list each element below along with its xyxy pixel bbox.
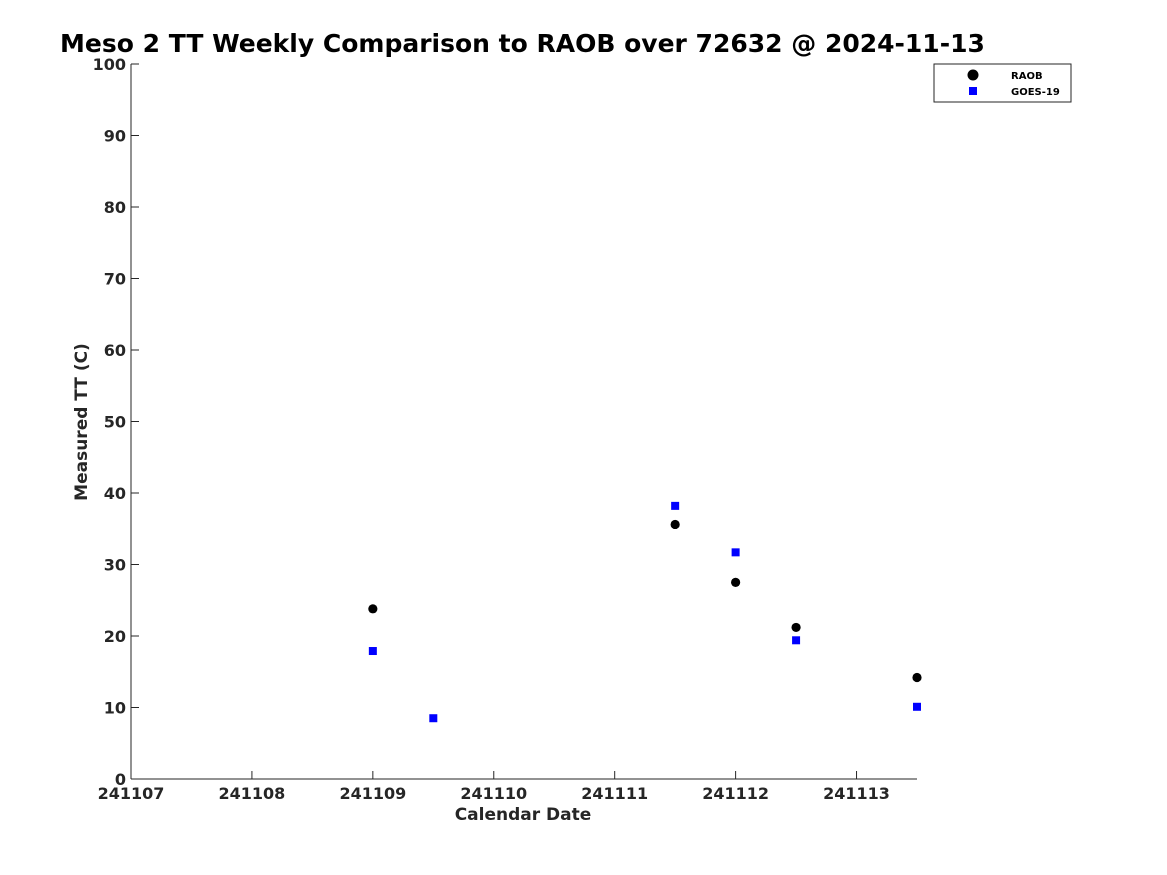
goes-19-point <box>731 548 740 557</box>
y-tick-label: 50 <box>104 413 126 432</box>
x-tick-label: 241113 <box>823 784 890 803</box>
y-tick-label: 40 <box>104 484 126 503</box>
y-axis-label: Measured TT (C) <box>72 343 92 501</box>
x-tick-label: 241112 <box>702 784 769 803</box>
y-tick-label: 10 <box>104 699 126 718</box>
legend-goes-19-marker <box>969 87 977 95</box>
raob-point <box>731 577 741 587</box>
x-axis-ticks: 241107 241108 241109 241110 241111 241112 2411… <box>98 771 890 803</box>
legend-goes-19-label: GOES-19 <box>1011 87 1060 98</box>
chart-legend: RAOB GOES-19 <box>933 63 1072 103</box>
data-points <box>368 501 922 723</box>
y-tick-label: 80 <box>104 198 126 217</box>
x-tick-label: 241111 <box>581 784 648 803</box>
raob-point <box>670 519 680 530</box>
y-tick-label: 60 <box>104 341 126 360</box>
raob-point <box>791 622 801 633</box>
y-tick-label: 90 <box>104 127 126 146</box>
y-tick-label: 20 <box>104 627 126 646</box>
goes-19-point <box>792 636 801 645</box>
goes-19-point <box>429 714 438 723</box>
legend-raob-marker <box>967 69 979 81</box>
y-tick-label: 0 <box>115 770 126 789</box>
chart-title: Meso 2 TT Weekly Comparison to RAOB over… <box>60 29 985 58</box>
x-tick-label: 241109 <box>339 784 406 803</box>
plot-axes <box>130 64 917 780</box>
x-tick-label: 241107 <box>98 784 165 803</box>
goes-19-point <box>913 702 921 711</box>
x-tick-label: 241110 <box>460 784 527 803</box>
y-tick-label: 100 <box>93 55 126 74</box>
y-axis-ticks: 0 10 20 30 40 50 60 70 80 90 100 <box>93 55 139 789</box>
x-tick-label: 241108 <box>219 784 286 803</box>
goes-19-point <box>368 647 377 656</box>
legend-raob-label: RAOB <box>1011 71 1043 82</box>
x-axis-label: Calendar Date <box>455 805 592 825</box>
y-tick-label: 30 <box>104 556 126 575</box>
raob-point <box>368 604 378 614</box>
y-tick-label: 70 <box>104 270 126 289</box>
legend-box <box>933 63 1072 103</box>
raob-point <box>912 672 922 683</box>
goes-19-point <box>671 501 680 510</box>
